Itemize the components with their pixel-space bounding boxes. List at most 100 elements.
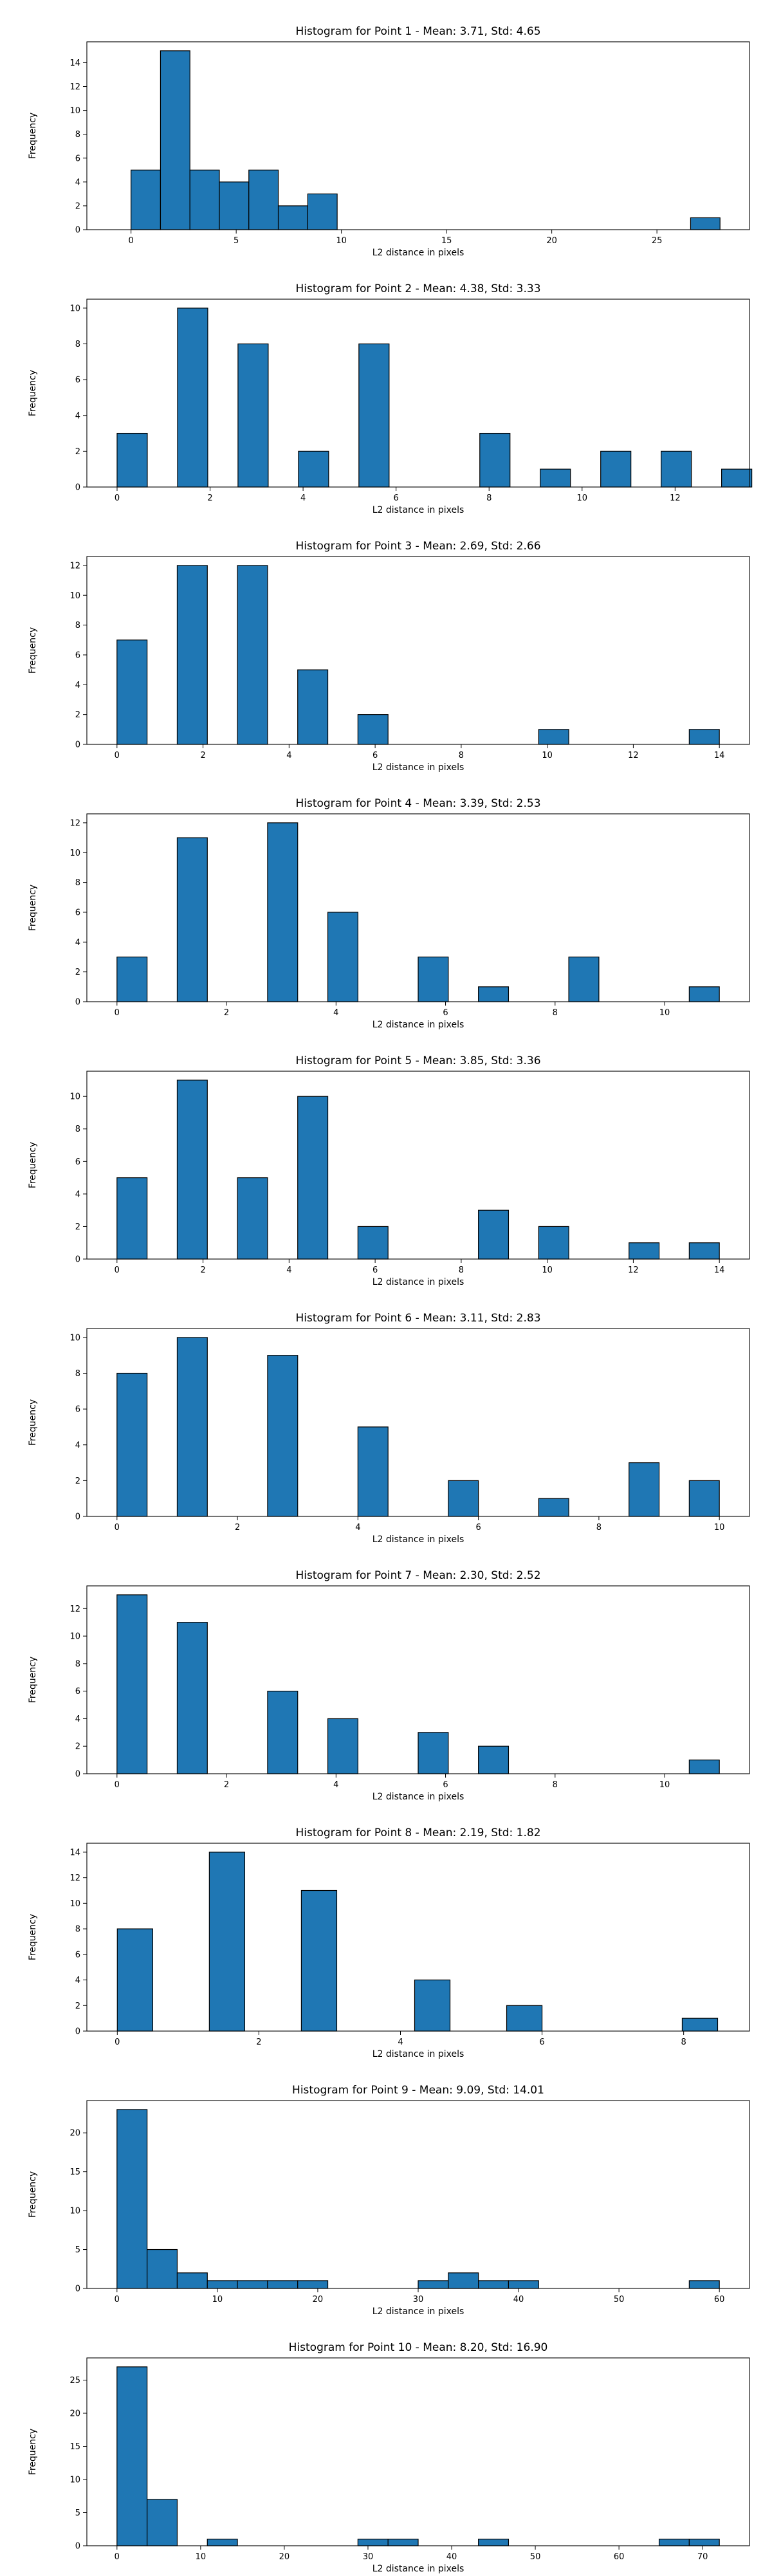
x-tick-label: 20 <box>279 2552 290 2562</box>
histogram-bar <box>297 1096 329 1260</box>
y-axis-label: Frequency <box>28 2429 38 2475</box>
plot-frame <box>86 556 750 745</box>
histogram-bar <box>176 565 208 745</box>
histogram-bar <box>478 1745 510 1774</box>
y-tick-label: 0 <box>75 998 80 1007</box>
x-tick-label: 30 <box>363 2552 374 2562</box>
histogram-bar <box>629 1242 660 1260</box>
x-tick-label: 6 <box>372 751 378 760</box>
y-axis-label: Frequency <box>28 1399 38 1446</box>
y-tick-label: 8 <box>75 1369 80 1379</box>
y-tick-label: 0 <box>75 1513 80 1522</box>
y-tick-label: 2 <box>75 201 80 211</box>
y-tick-label: 0 <box>75 2542 80 2552</box>
x-tick-label: 12 <box>628 1265 639 1275</box>
x-tick-label: 15 <box>441 236 452 246</box>
histogram-bar <box>327 1718 358 1774</box>
histogram-bar <box>688 1760 720 1774</box>
histogram-bar <box>448 2272 479 2289</box>
y-tick-label: 2 <box>75 2001 80 2011</box>
histogram-bar <box>629 1462 660 1517</box>
x-tick-label: 8 <box>596 1523 602 1532</box>
histogram-bar <box>207 2280 238 2289</box>
y-tick-label: 4 <box>75 938 80 948</box>
histogram-bar <box>267 2280 299 2289</box>
histogram-bar <box>478 2280 510 2289</box>
chart-panel-7: Histogram for Point 7 - Mean: 2.30, Std:… <box>28 1569 750 1802</box>
histogram-bar <box>116 639 148 745</box>
x-tick-label: 2 <box>224 1008 229 1018</box>
histogram-bar <box>357 2539 389 2546</box>
x-tick-label: 5 <box>234 236 239 246</box>
histogram-bar <box>116 432 148 488</box>
histogram-bar <box>207 2539 238 2546</box>
y-tick-label: 4 <box>75 1190 80 1199</box>
y-axis-label: Frequency <box>28 113 38 159</box>
histogram-bar <box>267 1355 299 1517</box>
histogram-bar <box>658 2539 690 2546</box>
x-tick-label: 14 <box>714 751 725 760</box>
y-tick-label: 0 <box>75 1770 80 1780</box>
histogram-bar <box>237 2280 268 2289</box>
histogram-bar <box>116 1928 153 2032</box>
y-tick-label: 15 <box>69 2167 80 2177</box>
chart-title: Histogram for Point 4 - Mean: 3.39, Std:… <box>295 797 540 810</box>
histogram-bar <box>681 2018 719 2032</box>
y-tick-label: 10 <box>69 106 80 116</box>
x-tick-label: 8 <box>681 2038 686 2047</box>
x-tick-label: 6 <box>394 493 399 503</box>
chart-panel-6: Histogram for Point 6 - Mean: 3.11, Std:… <box>28 1312 750 1545</box>
x-tick-label: 8 <box>486 493 492 503</box>
histogram-bar <box>478 1210 510 1260</box>
chart-title: Histogram for Point 9 - Mean: 9.09, Std:… <box>292 2084 544 2097</box>
chart-panel-9: Histogram for Point 9 - Mean: 9.09, Std:… <box>28 2084 750 2317</box>
histogram-bar <box>307 193 338 230</box>
y-tick-label: 12 <box>69 1873 80 1883</box>
chart-title: Histogram for Point 6 - Mean: 3.11, Std:… <box>295 1312 540 1325</box>
x-tick-label: 10 <box>542 751 553 760</box>
y-tick-label: 10 <box>69 304 80 313</box>
histogram-bar <box>478 986 510 1002</box>
x-axis-label: L2 distance in pixels <box>372 505 464 515</box>
x-tick-label: 0 <box>115 1523 120 1532</box>
x-tick-label: 4 <box>333 1008 338 1018</box>
x-axis-label: L2 distance in pixels <box>372 1534 464 1545</box>
y-tick-label: 6 <box>75 908 80 917</box>
histogram-bar <box>357 1426 389 1517</box>
y-tick-label: 0 <box>75 2027 80 2037</box>
histogram-bar <box>721 468 753 488</box>
y-tick-label: 0 <box>75 483 80 493</box>
y-tick-label: 15 <box>69 2442 80 2452</box>
plot-frame <box>86 1585 750 1774</box>
x-tick-label: 4 <box>398 2038 403 2047</box>
histogram-bar <box>688 1242 720 1260</box>
x-tick-label: 70 <box>697 2552 708 2562</box>
x-tick-label: 4 <box>286 751 291 760</box>
x-tick-label: 0 <box>129 236 134 246</box>
x-tick-label: 20 <box>546 236 557 246</box>
histogram-bar <box>176 1080 208 1260</box>
y-tick-label: 12 <box>69 818 80 828</box>
y-tick-label: 4 <box>75 178 80 187</box>
y-tick-label: 0 <box>75 226 80 235</box>
x-tick-label: 0 <box>115 1008 120 1018</box>
y-tick-label: 6 <box>75 154 80 163</box>
x-tick-label: 40 <box>513 2295 524 2305</box>
histogram-bar <box>208 1852 245 2032</box>
chart-panel-5: Histogram for Point 5 - Mean: 3.85, Std:… <box>28 1054 750 1287</box>
x-tick-label: 10 <box>659 1008 670 1018</box>
histogram-bar <box>297 669 329 745</box>
x-axis-label: L2 distance in pixels <box>372 2049 464 2059</box>
histogram-bar <box>176 837 208 1002</box>
histogram-bar <box>116 956 148 1002</box>
histogram-bar <box>688 2280 720 2289</box>
y-tick-label: 6 <box>75 1405 80 1415</box>
histogram-bar <box>116 1594 148 1774</box>
y-tick-label: 25 <box>69 2376 80 2386</box>
chart-panel-2: Histogram for Point 2 - Mean: 4.38, Std:… <box>28 282 753 515</box>
histogram-bar <box>688 986 720 1002</box>
y-tick-label: 10 <box>69 2207 80 2216</box>
histogram-bar <box>357 1226 389 1260</box>
y-tick-label: 4 <box>75 1715 80 1724</box>
y-tick-label: 2 <box>75 710 80 720</box>
